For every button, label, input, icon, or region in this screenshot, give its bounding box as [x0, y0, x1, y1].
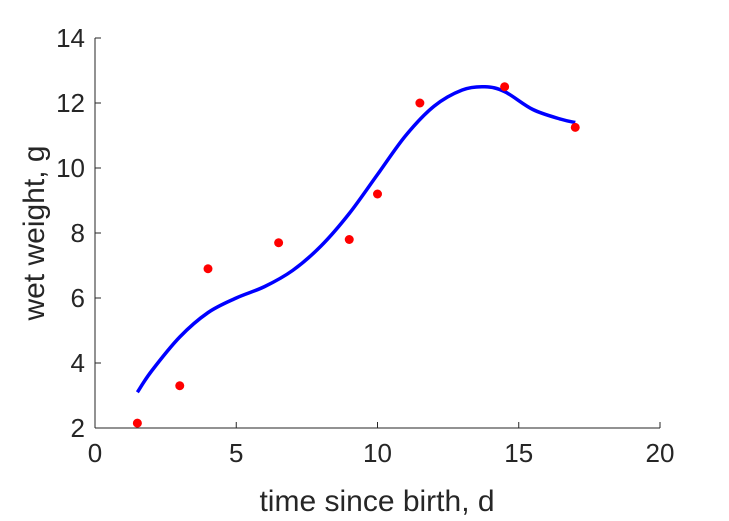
x-axis-label: time since birth, d — [259, 485, 494, 518]
data-points — [132, 82, 580, 428]
y-ticks: 2 4 6 8 10 12 14 — [56, 23, 101, 443]
x-tick-label: 10 — [363, 438, 392, 468]
y-tick-label: 6 — [71, 283, 85, 313]
fit-curve-line — [135, 84, 576, 394]
fit-curves — [135, 84, 576, 394]
data-point — [344, 235, 354, 244]
axes — [94, 38, 660, 429]
data-point — [203, 264, 213, 274]
data-point — [570, 122, 580, 132]
data-point — [500, 82, 510, 92]
data-point — [373, 189, 382, 199]
y-tick-label: 12 — [56, 88, 85, 118]
x-tick-label: 20 — [646, 438, 675, 468]
y-tick-label: 2 — [71, 413, 85, 443]
y-tick-label: 4 — [71, 348, 85, 378]
data-point — [274, 238, 284, 248]
y-tick-label: 10 — [56, 153, 85, 183]
y-tick-label: 8 — [71, 218, 85, 248]
data-point — [415, 98, 425, 108]
x-tick-label: 15 — [504, 438, 533, 468]
x-tick-label: 5 — [229, 438, 243, 468]
x-tick-label: 0 — [88, 438, 102, 468]
y-tick-label: 14 — [56, 23, 85, 53]
y-axis-label: wet weight, g — [18, 145, 51, 321]
data-point — [175, 381, 185, 391]
x-ticks: 0 5 10 15 20 — [88, 422, 675, 468]
data-point — [132, 418, 142, 428]
